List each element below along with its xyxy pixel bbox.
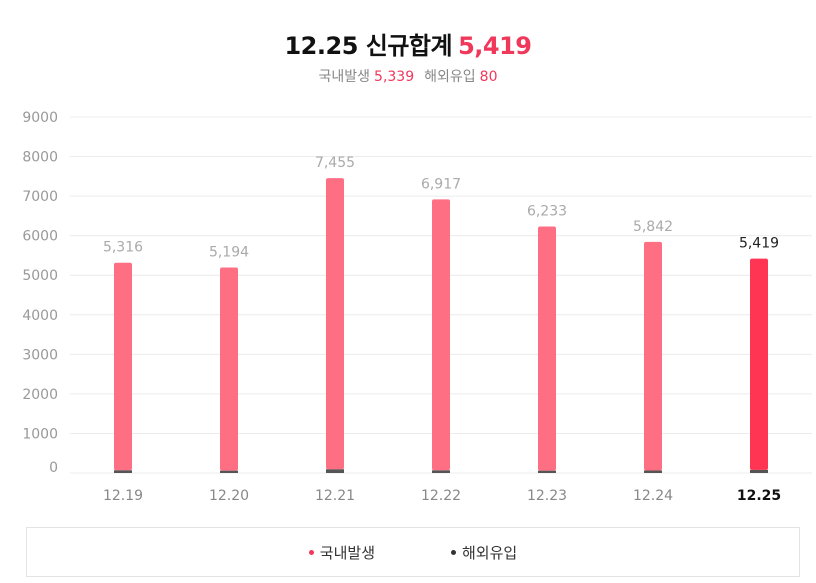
data-label-total: 6,917 [421, 176, 461, 192]
legend-label-domestic: 국내발생 [319, 543, 375, 562]
x-tick-label: 12.24 [633, 488, 673, 504]
y-tick-label: 5000 [22, 268, 58, 284]
x-tick-label: 12.19 [103, 488, 143, 504]
bar-overseas [432, 470, 450, 473]
bar-domestic [326, 178, 344, 470]
bar-overseas [114, 470, 132, 473]
chart-subtitle: 국내발생 5,339 해외유입 80 [0, 66, 816, 86]
bar-domestic [750, 258, 768, 470]
chart-title: 12.25 신규합계 5,419 [0, 26, 816, 61]
y-tick-label: 0 [49, 460, 58, 476]
bar-overseas [220, 470, 238, 473]
x-tick-label: 12.20 [209, 488, 249, 504]
data-label-total: 5,419 [739, 236, 779, 252]
bar-overseas [644, 470, 662, 473]
bar-domestic [644, 241, 662, 471]
legend-label-overseas: 해외유입 [462, 543, 518, 562]
legend-dot-domestic [308, 549, 314, 555]
overseas-summary-value: 80 [479, 69, 498, 85]
x-tick-label: 12.22 [421, 488, 461, 504]
bar-domestic [220, 267, 238, 471]
y-tick-label: 6000 [22, 229, 58, 245]
title-prefix: 12.25 신규합계 [284, 32, 453, 60]
y-tick-label: 3000 [22, 347, 58, 363]
bar-domestic [538, 226, 556, 471]
x-tick-label: 12.21 [315, 488, 355, 504]
y-tick-label: 7000 [22, 189, 58, 205]
bar-overseas [538, 470, 556, 473]
y-tick-label: 8000 [22, 150, 58, 166]
domestic-summary-label: 국내발생 [318, 69, 371, 85]
data-label-total: 5,842 [633, 219, 673, 235]
bar-domestic [114, 262, 132, 471]
y-tick-label: 2000 [22, 387, 58, 403]
x-tick-label: 12.23 [527, 488, 567, 504]
data-label-total: 7,455 [315, 155, 355, 171]
domestic-summary-value: 5,339 [374, 69, 415, 85]
bar-domestic [432, 199, 450, 471]
legend-dot-overseas [451, 549, 456, 555]
legend-item-domestic[interactable]: 국내발생 [308, 542, 375, 563]
title-total-value: 5,419 [458, 32, 532, 60]
x-tick-label: 12.25 [737, 488, 781, 504]
bar-overseas [326, 469, 344, 473]
y-tick-label: 4000 [22, 308, 58, 324]
y-tick-label: 1000 [22, 426, 58, 442]
data-label-total: 6,233 [527, 203, 567, 219]
data-label-total: 5,316 [103, 240, 143, 256]
legend-item-overseas[interactable]: 해외유입 [451, 542, 517, 563]
bar-overseas [750, 469, 768, 473]
y-tick-label: 9000 [22, 110, 58, 126]
overseas-summary-label: 해외유입 [424, 69, 476, 85]
data-label-total: 5,194 [209, 245, 249, 261]
bar-chart: 0 1000 2000 3000 4000 5000 6000 7000 8000 9000 5,3… [22, 110, 812, 504]
legend: 국내발생 해외유입 [26, 527, 800, 577]
